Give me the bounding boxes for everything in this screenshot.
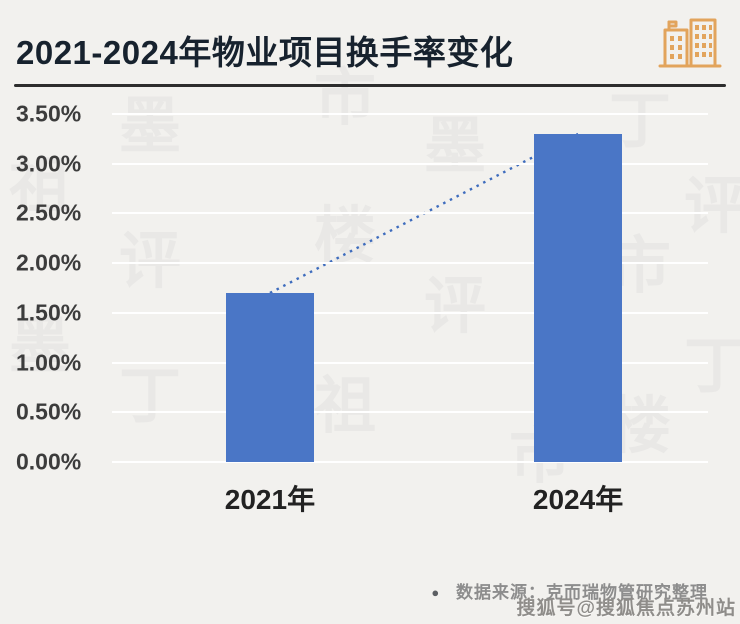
gridline (112, 113, 708, 115)
watermark-bottom-right: 搜狐号@搜狐焦点苏州站 (516, 598, 736, 619)
title-underline (14, 84, 726, 87)
y-tick-label: 1.00% (16, 349, 82, 376)
y-tick-label: 3.00% (16, 150, 82, 177)
gridline (112, 162, 708, 165)
y-tick-label: 2.00% (16, 249, 82, 276)
buildings-icon (658, 18, 722, 68)
y-tick-label: 0.50% (16, 398, 82, 425)
gridline (112, 262, 708, 265)
y-tick-label: 0.00% (16, 448, 82, 475)
gridline (112, 361, 708, 364)
gridline (112, 311, 708, 314)
source-line: ● 数据来源：克而瑞物管研究整理 (0, 578, 708, 603)
plot-area: 2021年 2024年 (112, 113, 708, 515)
y-tick-label: 2.50% (16, 199, 82, 226)
bar-2021年 (225, 292, 315, 462)
y-tick-label: 1.50% (16, 299, 82, 326)
bar-2024年 (533, 133, 623, 462)
chart-header: 2021-2024年物业项目换手率变化 (0, 0, 740, 88)
source-bullet-icon: ● (431, 585, 441, 600)
y-tick-label: 3.50% (16, 100, 82, 127)
gridline (112, 461, 708, 463)
page-title: 2021-2024年物业项目换手率变化 (16, 34, 514, 71)
x-tick-label: 2021年 (224, 484, 316, 515)
gridline (112, 411, 708, 414)
y-axis-labels: 3.50% 3.00% 2.50% 2.00% 1.50% 1.00% 0.50% 0.00% (14, 101, 110, 475)
source-text: 数据来源：克而瑞物管研究整理 (456, 583, 708, 602)
x-tick-label: 2024年 (532, 484, 624, 515)
gridline (112, 212, 708, 215)
